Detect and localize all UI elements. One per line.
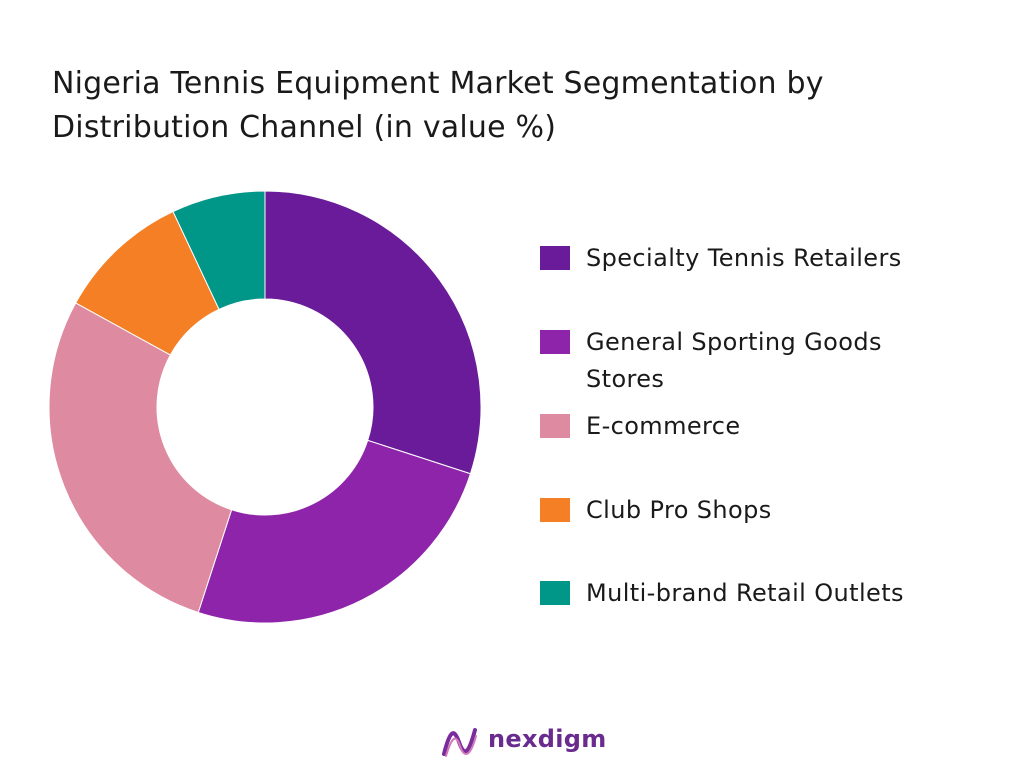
- donut-slice-e-commerce: [48, 302, 233, 614]
- legend-swatch: [540, 414, 570, 438]
- legend-swatch: [540, 330, 570, 354]
- chart-title: Nigeria Tennis Equipment Market Segmenta…: [52, 66, 824, 145]
- brand-name: nexdigm: [488, 725, 607, 753]
- legend-swatch: [540, 246, 570, 270]
- donut-slice-specialty-tennis-retailers: [264, 190, 482, 475]
- legend-label: General Sporting Goods Stores: [586, 328, 882, 393]
- legend-label: E-commerce: [586, 412, 741, 440]
- donut-slice-general-sporting-goods-stores: [197, 439, 472, 624]
- nexdigm-logo: nexdigm: [440, 722, 640, 762]
- donut-slice-multi-brand-retail-outlets: [172, 190, 266, 310]
- legend-swatch: [540, 498, 570, 522]
- legend-swatch: [540, 581, 570, 605]
- legend-label: Multi-brand Retail Outlets: [586, 579, 904, 607]
- nexdigm-wave-icon: [442, 728, 477, 757]
- legend-label: Specialty Tennis Retailers: [586, 244, 902, 272]
- legend-label: Club Pro Shops: [586, 496, 772, 524]
